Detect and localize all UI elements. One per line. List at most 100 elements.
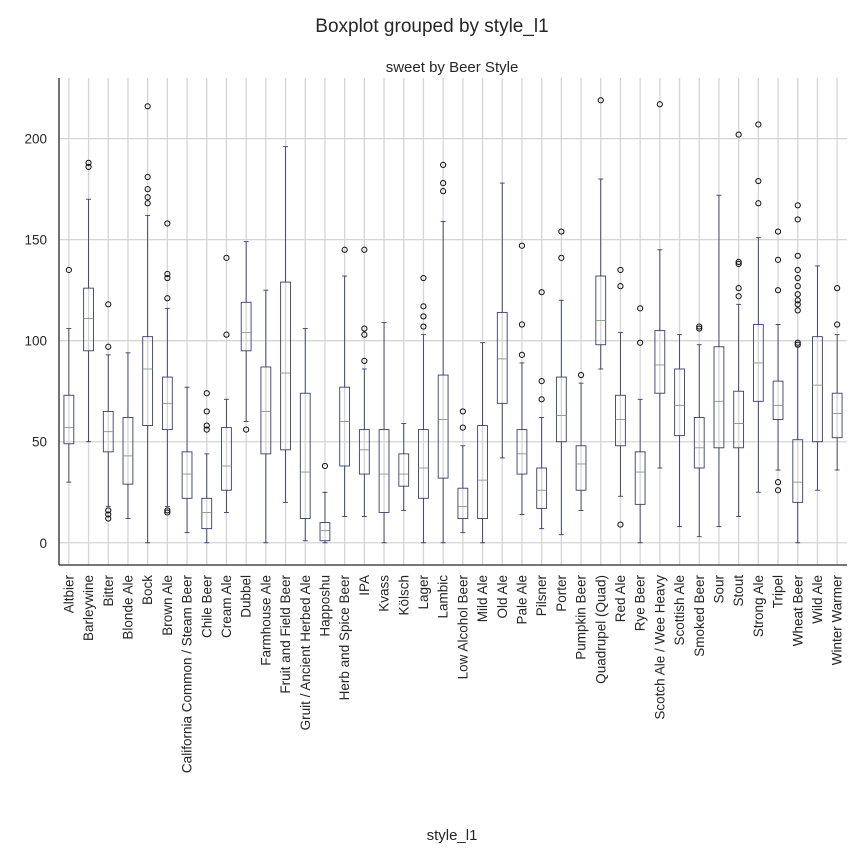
outlier-point	[637, 305, 644, 312]
outlier-point	[144, 194, 151, 201]
grid-lines	[59, 78, 847, 565]
iqr-box	[457, 487, 469, 519]
iqr-box	[240, 301, 252, 352]
box-2	[102, 301, 114, 522]
x-tick-label: Fruit and Field Beer	[278, 575, 293, 694]
boxes-layer	[63, 97, 843, 544]
outlier-point	[164, 509, 171, 516]
box-1	[83, 159, 94, 443]
outlier-point	[420, 303, 427, 310]
outlier-point	[774, 256, 782, 263]
outlier-point	[735, 285, 742, 292]
box-33	[713, 194, 725, 528]
outlier-point	[144, 186, 151, 193]
outlier-point	[341, 246, 348, 253]
iqr-box	[418, 429, 429, 499]
box-4	[142, 103, 154, 544]
iqr-box	[437, 374, 449, 479]
y-tick-label: 100	[24, 334, 47, 349]
outlier-point	[361, 357, 368, 365]
outlier-point	[85, 159, 92, 166]
iqr-box	[792, 439, 804, 503]
y-tick-label: 150	[24, 233, 47, 248]
outlier-point	[538, 378, 545, 385]
outlier-point	[774, 287, 782, 294]
iqr-box	[674, 368, 685, 437]
x-tick-label: Herb and Spice Beer	[337, 575, 352, 701]
box-7	[201, 390, 213, 544]
box-6	[181, 386, 193, 534]
box-23	[516, 242, 528, 515]
x-tick-label: California Common / Steam Beer	[180, 574, 195, 773]
x-tick-label: Pilsner	[534, 574, 549, 616]
outlier-point	[203, 390, 210, 397]
x-tick-label: Happoshu	[317, 575, 332, 637]
outlier-point	[755, 200, 762, 207]
outlier-point	[558, 254, 565, 261]
outlier-point	[361, 331, 368, 338]
iqr-box	[319, 522, 331, 542]
outlier-point	[459, 424, 466, 431]
x-tick-label: Farmhouse Ale	[258, 575, 273, 666]
outlier-point	[164, 274, 171, 282]
outlier-point	[105, 511, 112, 518]
iqr-box	[221, 427, 232, 491]
box-19	[437, 161, 449, 544]
outlier-point	[735, 260, 742, 268]
iqr-box	[575, 445, 587, 491]
box-15	[358, 246, 370, 517]
outlier-point	[105, 343, 112, 350]
outlier-point	[656, 101, 663, 108]
outlier-point	[834, 321, 841, 328]
x-tick-label: Wheat Beer	[790, 575, 805, 647]
box-18	[418, 274, 429, 544]
outlier-point	[834, 285, 841, 292]
outlier-point	[794, 339, 801, 346]
x-tick-label: Strong Ale	[751, 575, 766, 637]
x-tick-label: Brown Ale	[160, 575, 175, 636]
outlier-point	[617, 283, 624, 290]
outlier-point	[203, 408, 210, 415]
iqr-box	[398, 453, 410, 487]
outlier-point	[794, 301, 801, 308]
outlier-point	[558, 228, 565, 235]
outlier-point	[105, 515, 112, 522]
box-38	[812, 265, 823, 491]
outlier-point	[518, 242, 526, 249]
outlier-point	[223, 331, 230, 338]
outlier-point	[794, 216, 801, 223]
outlier-point	[538, 396, 545, 403]
outlier-point	[794, 297, 801, 304]
x-tick-label: Kvass	[377, 575, 392, 612]
axes	[58, 78, 847, 566]
box-3	[122, 352, 134, 519]
outlier-point	[144, 200, 151, 207]
x-tick-label: Kölsch	[396, 575, 411, 616]
box-12	[299, 328, 311, 542]
box-30	[654, 101, 666, 469]
box-37	[792, 202, 804, 544]
iqr-box	[555, 376, 567, 443]
iqr-box	[812, 336, 823, 443]
outlier-point	[105, 301, 112, 308]
outlier-point	[243, 426, 250, 433]
iqr-box	[339, 386, 351, 467]
outlier-point	[794, 274, 801, 282]
box-8	[221, 254, 232, 513]
box-11	[280, 146, 291, 503]
y-tick-label: 50	[32, 435, 47, 450]
box-24	[536, 289, 548, 530]
outlier-point	[794, 252, 801, 259]
x-tick-label: Red Ale	[613, 575, 628, 622]
outlier-point	[538, 289, 545, 296]
x-tick-label: Stout	[731, 575, 746, 607]
x-tick-label: Pale Ale	[514, 575, 529, 625]
outlier-point	[794, 202, 801, 209]
outlier-point	[420, 323, 427, 330]
outlier-point	[735, 258, 742, 265]
iqr-box	[358, 429, 370, 475]
x-tick-label: Altbier	[61, 574, 76, 613]
iqr-box	[299, 392, 311, 519]
outlier-point	[144, 103, 151, 110]
box-27	[595, 97, 607, 370]
